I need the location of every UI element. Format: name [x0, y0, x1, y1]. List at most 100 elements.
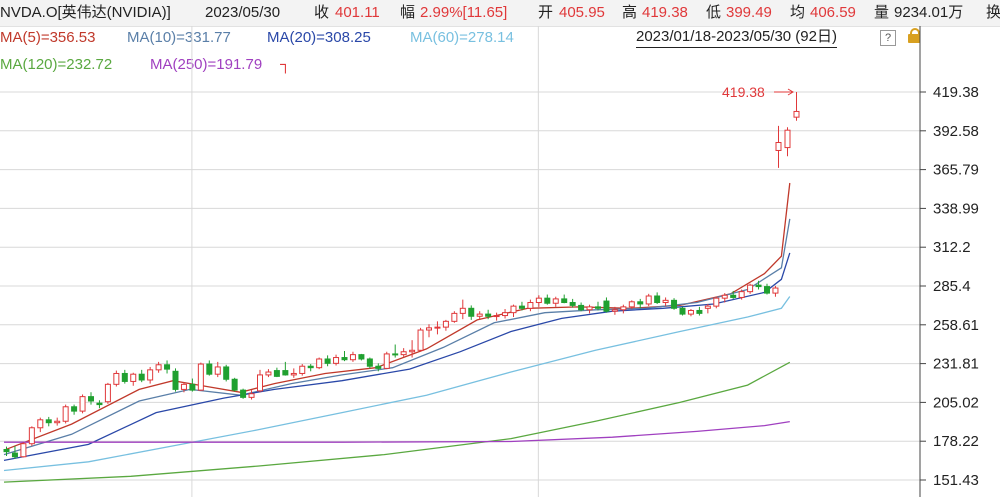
candle	[265, 369, 272, 378]
candle	[138, 369, 145, 383]
candle-body	[442, 320, 449, 328]
candle-body	[366, 358, 373, 367]
candle	[662, 297, 669, 307]
candle	[392, 344, 399, 358]
candle-body	[349, 354, 356, 361]
candle-body	[510, 305, 517, 314]
candle-body	[392, 353, 399, 356]
candle-body	[189, 383, 196, 391]
date-range[interactable]: 2023/01/18-2023/05/30 (92日)	[636, 27, 837, 48]
candle	[375, 363, 382, 372]
candle-body	[417, 329, 424, 351]
candle-body	[223, 366, 230, 380]
candle-body	[62, 406, 69, 422]
y-tick-label: 338.99	[933, 200, 979, 217]
candle	[434, 321, 441, 335]
candle	[45, 416, 52, 427]
candle-body	[654, 295, 661, 304]
candle-body	[730, 294, 737, 298]
candle-body	[79, 396, 86, 412]
candle-body	[611, 309, 618, 312]
candle	[20, 442, 27, 458]
candle	[273, 367, 280, 378]
candle-body	[518, 305, 525, 309]
candle-body	[784, 129, 791, 149]
high-value: 419.38	[642, 4, 688, 21]
ma250-legend[interactable]: MA(250)=191.79	[150, 56, 263, 73]
y-tick-label: 178.22	[933, 433, 979, 450]
candle	[349, 351, 356, 362]
lock-icon[interactable]	[908, 28, 920, 43]
candle-body	[721, 294, 728, 299]
candle	[206, 360, 213, 376]
candle	[189, 378, 196, 392]
candle	[527, 299, 534, 312]
candle-body	[747, 284, 754, 293]
candle-body	[147, 369, 154, 381]
candle	[121, 369, 128, 384]
candle	[451, 311, 458, 323]
y-tick-label: 285.4	[933, 278, 971, 295]
candle	[502, 309, 509, 319]
candle	[747, 283, 754, 294]
candle	[586, 304, 593, 314]
candle-body	[544, 297, 551, 304]
high-marker: 419.38	[722, 84, 794, 100]
ma-line-ma120	[3, 361, 791, 483]
high-marker-label: 419.38	[722, 84, 765, 100]
candle-body	[645, 295, 652, 305]
volume-label: 量	[874, 4, 890, 21]
candle-body	[400, 351, 407, 356]
candle-body	[45, 419, 52, 424]
ma20-legend[interactable]: MA(20)=308.25	[267, 29, 371, 46]
candle-body	[104, 383, 111, 403]
candlestick-chart[interactable]: 419.38 392.58 365.79 338.99 312.2 285.4 258.61…	[0, 26, 1000, 497]
turnover-label: 换	[986, 4, 1000, 21]
candle-body	[687, 309, 694, 315]
candle-body	[704, 305, 711, 309]
candle-body	[316, 358, 323, 369]
candle-body	[37, 419, 44, 429]
candle	[561, 294, 568, 304]
candle-body	[273, 370, 280, 377]
candle	[358, 353, 365, 361]
candle-body	[333, 357, 340, 364]
candle-body	[764, 286, 770, 294]
candle-body	[476, 313, 483, 317]
candle-body	[138, 373, 145, 381]
candle	[37, 417, 44, 433]
legend-expand-icon[interactable]: ┐	[280, 56, 291, 73]
ma-line-ma60	[3, 296, 791, 472]
quote-date: 2023/05/30	[205, 4, 281, 21]
low-value: 399.49	[726, 4, 772, 21]
candle	[569, 298, 576, 308]
candle	[793, 92, 800, 121]
price-axis: 419.38 392.58 365.79 338.99 312.2 285.4 258.61…	[919, 26, 979, 497]
candle-body	[375, 365, 382, 369]
quote-header: NVDA.O[英伟达(NVIDIA)] 2023/05/30 收 401.11 …	[0, 0, 1000, 27]
candle	[248, 390, 255, 400]
candle	[324, 355, 331, 367]
candle-body	[426, 327, 432, 331]
candle-body	[155, 364, 162, 371]
candle	[510, 304, 517, 317]
candle	[223, 364, 230, 382]
candle-body	[71, 406, 78, 412]
candle	[603, 297, 610, 313]
ma-line-ma250	[4, 420, 790, 443]
change-label: 幅	[400, 4, 416, 21]
candle-body	[586, 306, 593, 311]
candle	[172, 368, 179, 392]
high-label: 高	[622, 4, 638, 21]
candle	[180, 382, 187, 393]
candle-body	[493, 315, 500, 318]
y-tick-label: 392.58	[933, 123, 979, 140]
ma60-legend[interactable]: MA(60)=278.14	[410, 29, 514, 46]
candle	[3, 446, 10, 457]
candle	[764, 283, 770, 295]
help-button[interactable]: ?	[880, 30, 896, 46]
ma10-legend[interactable]: MA(10)=331.77	[127, 29, 231, 46]
candle-body	[324, 358, 331, 364]
ma5-legend[interactable]: MA(5)=356.53	[0, 29, 96, 46]
ma120-legend[interactable]: MA(120)=232.72	[0, 56, 113, 73]
